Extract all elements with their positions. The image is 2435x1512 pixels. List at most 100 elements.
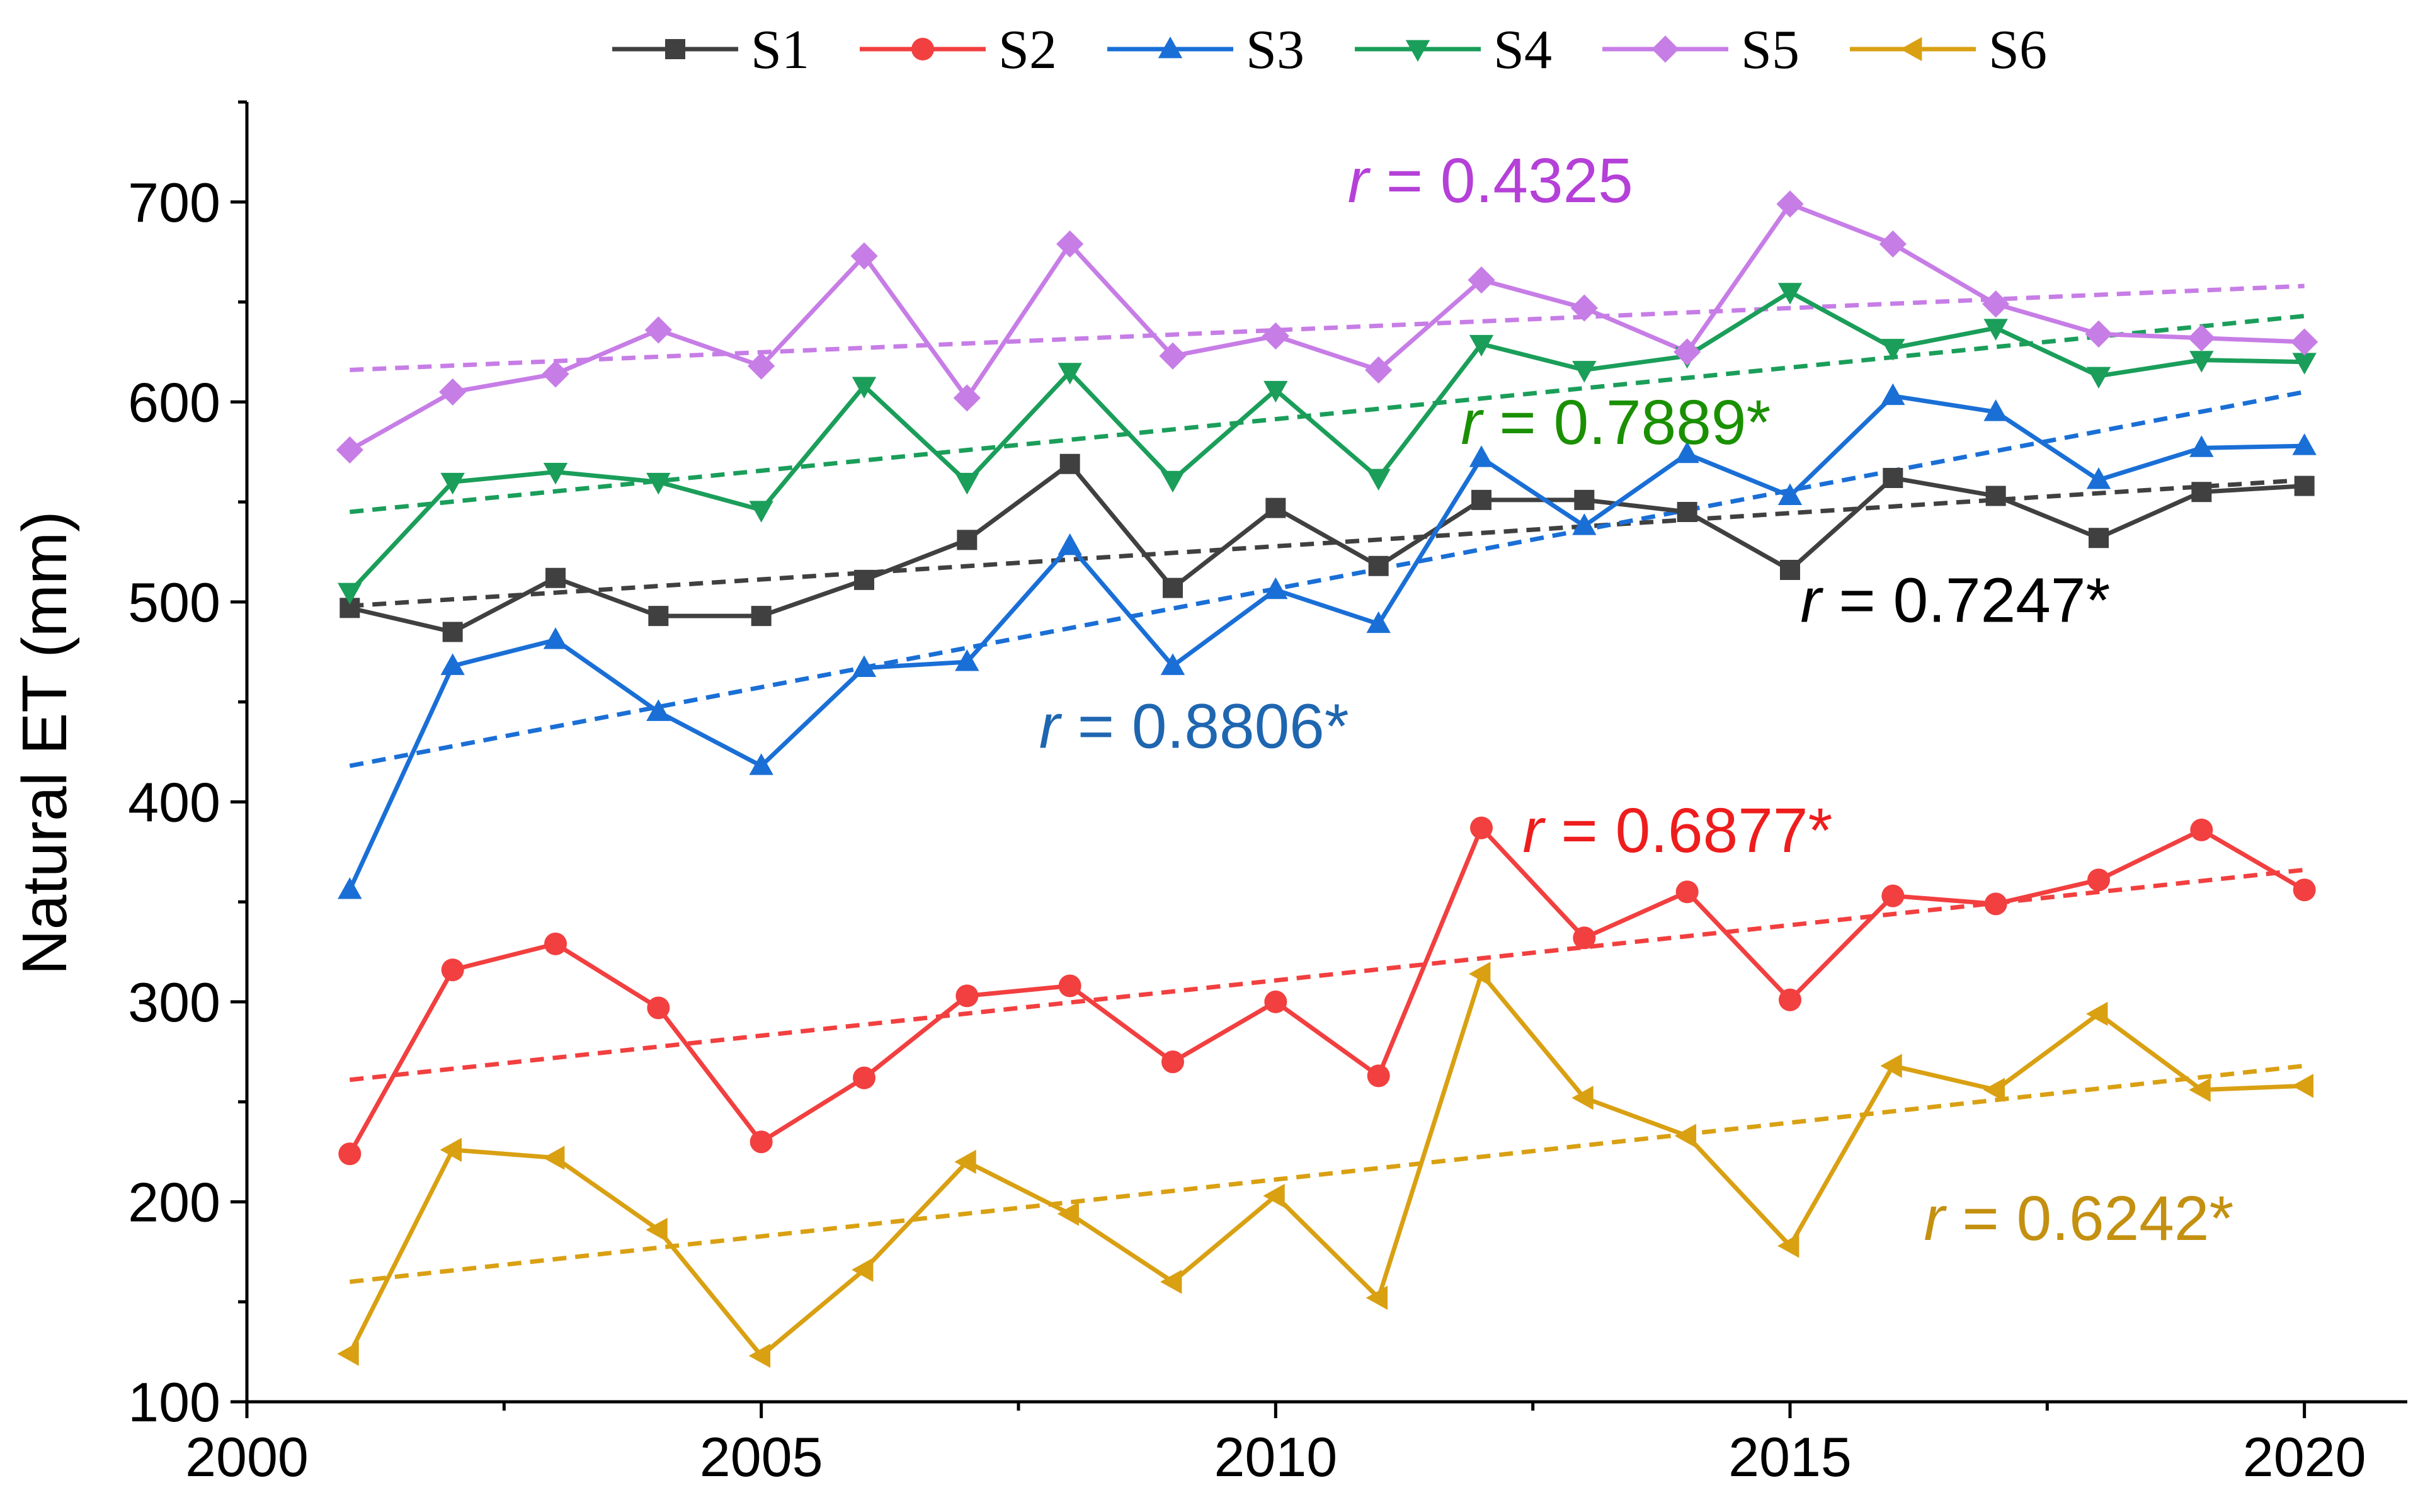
data-point-s1	[1574, 489, 1595, 510]
legend: S1 S2 S3 S4 S5 S6	[612, 20, 2047, 81]
data-point-s3	[1058, 533, 1082, 555]
y-tick-label: 300	[128, 971, 220, 1033]
data-point-s3	[1881, 383, 1905, 406]
y-tick-label: 700	[128, 171, 220, 234]
data-point-s3	[1777, 483, 1803, 505]
data-point-s4	[1881, 339, 1905, 361]
data-point-s4	[1983, 319, 2008, 341]
series-line-s2	[348, 826, 2306, 1155]
data-point-s2	[955, 984, 979, 1008]
data-point-s2	[1779, 988, 1801, 1011]
trend-line-s4	[349, 314, 2305, 514]
r-symbol: r	[1461, 387, 1484, 458]
data-point-s2	[1058, 974, 1081, 998]
y-tick-label: 200	[128, 1171, 220, 1233]
r-symbol: r	[1039, 691, 1063, 762]
data-point-s4	[2292, 353, 2317, 375]
legend-marker-s4	[1405, 40, 1430, 62]
data-point-s5	[1262, 322, 1289, 350]
data-point-s4	[1777, 283, 1803, 305]
data-point-s2	[1161, 1050, 1184, 1074]
data-point-s4	[1572, 361, 1597, 383]
y-tick-label: 600	[128, 371, 220, 433]
x-tick-label: 2000	[185, 1426, 309, 1488]
data-point-s4	[1263, 380, 1288, 403]
r-symbol: r	[1522, 795, 1546, 866]
r-value: = 0.4325	[1369, 145, 1633, 216]
data-point-s1	[339, 598, 360, 618]
data-point-s1	[1780, 560, 1800, 581]
data-point-s6	[954, 1149, 976, 1174]
data-point-s5	[1570, 294, 1598, 322]
data-point-s3	[1675, 441, 1699, 463]
data-point-s2	[441, 958, 464, 982]
data-point-s1	[442, 622, 463, 642]
data-point-s2	[1984, 892, 2007, 916]
data-point-s3	[2292, 433, 2317, 455]
legend-label-s2: S2	[998, 20, 1057, 81]
data-point-s4	[1058, 363, 1082, 385]
data-point-s1	[1883, 467, 1903, 488]
data-point-s3	[440, 653, 465, 675]
data-point-s1	[1471, 489, 1491, 510]
data-point-s1	[2191, 482, 2212, 503]
legend-label-s3: S3	[1246, 20, 1304, 81]
data-point-s5	[439, 378, 467, 406]
series-line-s6	[348, 971, 2305, 1358]
data-point-s4	[955, 472, 979, 495]
data-point-s3	[749, 753, 773, 775]
data-point-s6	[1880, 1054, 1902, 1078]
data-point-s5	[644, 316, 672, 344]
data-point-s4	[2189, 351, 2214, 373]
data-point-s2	[750, 1130, 773, 1154]
axes: 100 200 300 400 500 600 700 2000 2005 2010 2015 202…	[128, 100, 2407, 1488]
trend-line-s3	[349, 389, 2305, 768]
data-point-s6	[1469, 962, 1491, 986]
data-point-s5	[1056, 230, 1084, 258]
data-point-s6	[2189, 1077, 2211, 1102]
data-point-s6	[2086, 1001, 2108, 1026]
data-point-s2	[2190, 818, 2213, 841]
r-annotation-s2: r = 0.6877*	[1522, 795, 1832, 866]
data-point-s3	[1572, 513, 1597, 535]
legend-marker-s1	[665, 39, 685, 59]
r-value: = 0.7889*	[1482, 387, 1771, 458]
r-value: = 0.6877*	[1544, 795, 1833, 866]
data-point-s2	[1881, 884, 1905, 907]
r-annotation-s1: r = 0.7247*	[1800, 566, 2110, 636]
series-line-s1	[349, 462, 2305, 634]
data-point-s1	[1985, 486, 2006, 506]
data-point-s6	[1263, 1183, 1285, 1208]
data-point-s5	[1982, 290, 2010, 318]
trend-line-s5	[350, 283, 2305, 372]
series-markers	[336, 190, 2318, 1368]
data-point-s2	[1367, 1064, 1390, 1088]
data-point-s2	[853, 1066, 875, 1089]
data-point-s1	[957, 530, 978, 550]
legend-label-s4: S4	[1493, 20, 1552, 81]
legend-marker-s2	[911, 38, 934, 60]
data-point-s2	[1573, 926, 1596, 950]
r-value: = 0.8806*	[1060, 691, 1349, 762]
data-point-s3	[2189, 435, 2214, 457]
y-tick-label: 400	[128, 771, 220, 833]
data-point-s5	[1879, 230, 1907, 258]
x-tick-label: 2020	[2243, 1426, 2366, 1488]
data-point-s4	[852, 377, 877, 399]
series-line-s4	[348, 290, 2305, 594]
data-point-s4	[543, 463, 568, 485]
data-point-s6	[440, 1137, 462, 1162]
data-point-s6	[1366, 1285, 1388, 1310]
data-point-s3	[955, 649, 979, 671]
legend-label-s5: S5	[1741, 20, 1799, 81]
data-point-s6	[2291, 1074, 2314, 1098]
data-point-s1	[545, 567, 566, 588]
r-symbol: r	[1800, 566, 1823, 636]
x-tick-label: 2015	[1728, 1426, 1852, 1488]
data-point-s1	[1368, 555, 1389, 576]
data-point-s6	[1571, 1086, 1594, 1110]
data-point-s1	[2089, 528, 2109, 549]
r-annotation-s3: r = 0.8806*	[1039, 691, 1349, 762]
data-point-s2	[1264, 990, 1287, 1013]
